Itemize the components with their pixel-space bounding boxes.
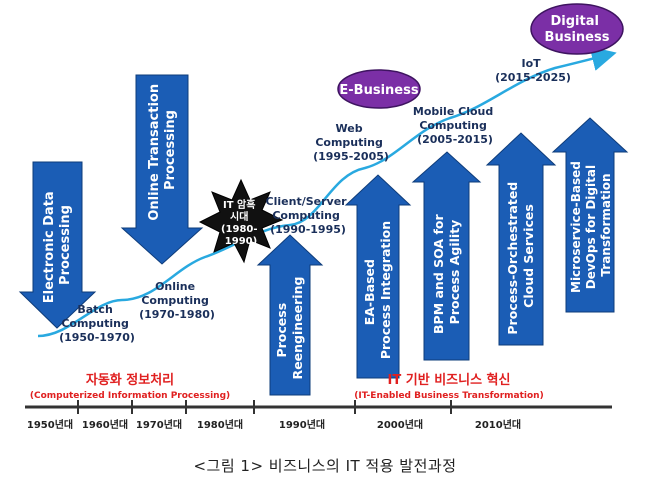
phase-transformation-subtitle: (IT-Enabled Business Transformation) [354, 391, 543, 401]
mobile-cloud-computing-label: Mobile Cloud Computing (2005-2015) [413, 105, 497, 146]
decade-label: 2000년대 [377, 418, 423, 431]
evolution-curve [37, 46, 617, 338]
arrow-process-reengineering: Process Reengineering [256, 234, 324, 396]
arrow-label: Microservice-Based DevOps for Digital Tr… [569, 157, 613, 293]
web-computing-label: Web Computing (1995-2005) [313, 122, 389, 163]
online-computing-label: Online Computing (1970-1980) [139, 280, 215, 321]
arrow-online-transaction-processing: Online Transaction Processing [120, 74, 204, 265]
iot-label: IoT (2015-2025) [495, 57, 571, 84]
decade-label: 1970년대 [136, 418, 182, 431]
arrow-label: Online Transaction Processing [147, 79, 178, 220]
arrow-bpm-and-soa: BPM and SOA for Process Agility [411, 151, 482, 361]
e-business-label: E-Business [339, 83, 418, 98]
batch-computing-label: Batch Computing (1950-1970) [59, 303, 135, 344]
arrow-label: Electronic Data Processing [42, 187, 73, 303]
timeline-ticks [77, 400, 452, 414]
decade-label: 1950년대 [27, 418, 73, 431]
decade-label: 2010년대 [475, 418, 521, 431]
decade-label: 1990년대 [279, 418, 325, 431]
e-business-oval: E-Business [337, 69, 421, 109]
it-dark-age-starburst: IT 암흑 시대 (1980- 1990) [198, 178, 284, 264]
arrow-label: EA-Based Process Integration [362, 221, 393, 359]
phase-automation-title: 자동화 정보처리 [86, 372, 174, 388]
digital-business-oval: Digital Business [530, 3, 624, 55]
decade-label: 1960년대 [82, 418, 128, 431]
arrow-process-orchestrated-cloud: Process-Orchestrated Cloud Services [485, 132, 557, 346]
digital-business-label: Digital Business [545, 14, 610, 45]
arrow-electronic-data-processing: Electronic Data Processing [18, 161, 97, 329]
arrow-label: Process Reengineering [274, 277, 305, 380]
timeline-labels: 1950년대 1960년대 1970년대 1980년대 1990년대 2000년… [27, 418, 521, 431]
decade-label: 1980년대 [197, 418, 243, 431]
arrow-ea-based-process-integration: EA-Based Process Integration [344, 174, 412, 379]
arrow-label: BPM and SOA for Process Agility [431, 210, 462, 334]
arrow-microservice-devops: Microservice-Based DevOps for Digital Tr… [551, 117, 629, 313]
client-server-computing-label: Client/Server Computing (1990-1995) [266, 195, 351, 236]
dark-age-label: IT 암흑 시대 (1980- 1990) [221, 198, 261, 247]
phase-transformation-title: IT 기반 비즈니스 혁신 [388, 372, 511, 388]
phase-automation-subtitle: (Computerized Information Processing) [30, 391, 230, 401]
arrow-label: Process-Orchestrated Cloud Services [505, 177, 536, 334]
figure-caption: <그림 1> 비즈니스의 IT 적용 발전과정 [193, 457, 457, 475]
